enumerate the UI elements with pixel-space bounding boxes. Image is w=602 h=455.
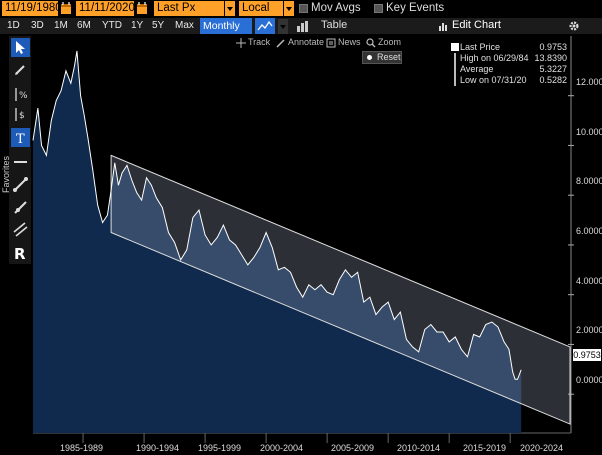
- svg-text:R: R: [14, 245, 26, 262]
- favorites-label[interactable]: Favorites: [1, 155, 11, 193]
- bar-chart-icon[interactable]: [296, 20, 310, 32]
- regression-channel: [110, 154, 571, 425]
- period-6m[interactable]: 6M: [77, 20, 91, 31]
- drawing-toolbar: [9, 36, 31, 264]
- legend-value: 0.5282: [539, 75, 567, 85]
- dollar-line-icon[interactable]: $: [11, 105, 30, 124]
- legend-label: Average: [460, 64, 494, 74]
- calendar-icon[interactable]: [60, 2, 72, 15]
- mov-avgs-label: Mov Avgs: [311, 2, 361, 14]
- zoom-button[interactable]: Zoom: [378, 37, 402, 47]
- annotate-button[interactable]: Annotate: [288, 37, 325, 47]
- x-tick-label: 2020-2024: [520, 443, 564, 453]
- low-marker-icon: [454, 75, 456, 86]
- chart-legend: Last Price 0.9753 High on 06/29/84 13.83…: [446, 40, 570, 92]
- period-max[interactable]: Max: [175, 20, 194, 31]
- chevron-down-icon[interactable]: [278, 19, 288, 34]
- period-ytd[interactable]: YTD: [102, 20, 122, 31]
- price-line: [32, 50, 522, 380]
- period-5y[interactable]: 5Y: [152, 20, 165, 31]
- legend-average: Average 5.3227: [446, 64, 570, 75]
- x-tick-label: 2010-2014: [397, 443, 441, 453]
- y-tick-label: 0.0000: [576, 375, 602, 385]
- legend-value: 0.9753: [539, 42, 567, 52]
- price-chart[interactable]: [0, 34, 602, 455]
- chevron-down-icon[interactable]: [225, 1, 235, 16]
- edit-chart-button[interactable]: Edit Chart: [452, 19, 501, 31]
- trend-line-icon[interactable]: [11, 175, 30, 194]
- y-tick-label: 12.0000: [576, 77, 602, 87]
- period-1m[interactable]: 1M: [54, 20, 68, 31]
- top-toolbar: 11/19/1980 11/11/2020 Last Px Local CCY …: [0, 0, 602, 29]
- y-tick-label: 10.0000: [576, 127, 602, 137]
- legend-high: High on 06/29/84 13.8390: [446, 53, 570, 64]
- x-tick-label: 2015-2019: [463, 443, 507, 453]
- ray-line-icon[interactable]: [11, 198, 30, 217]
- y-tick-label: 2.0000: [576, 325, 602, 335]
- pencil-icon[interactable]: [11, 60, 30, 79]
- period-1d[interactable]: 1D: [7, 20, 20, 31]
- chevron-down-icon[interactable]: [284, 1, 294, 16]
- legend-label: Last Price: [460, 42, 501, 52]
- calendar-icon[interactable]: [136, 2, 148, 15]
- last-price-swatch: [451, 43, 459, 51]
- average-marker-icon: [454, 64, 456, 75]
- legend-value: 5.3227: [539, 64, 567, 74]
- field-select[interactable]: Last Px: [154, 1, 224, 16]
- y-tick-label: 6.0000: [576, 226, 602, 236]
- gear-icon[interactable]: [568, 20, 580, 32]
- end-date-field[interactable]: 11/11/2020: [76, 1, 135, 16]
- reset-button[interactable]: Reset: [362, 51, 402, 64]
- line-chart-icon[interactable]: [255, 18, 275, 34]
- x-tick-label: 2005-2009: [331, 443, 375, 453]
- cursor-icon[interactable]: [11, 38, 30, 57]
- start-date-field[interactable]: 11/19/1980: [2, 1, 62, 16]
- period-3d[interactable]: 3D: [31, 20, 44, 31]
- text-tool-icon[interactable]: T: [11, 128, 30, 147]
- svg-text:%: %: [19, 91, 28, 101]
- legend-label: Low on 07/31/20: [460, 75, 527, 85]
- last-value-tag: 0.9753: [573, 349, 601, 361]
- y-tick-label: 8.0000: [576, 176, 602, 186]
- percent-line-icon[interactable]: %: [11, 85, 30, 104]
- channel-icon[interactable]: [11, 220, 30, 239]
- legend-low: Low on 07/31/20 0.5282: [446, 75, 570, 86]
- price-area: [33, 50, 522, 434]
- frequency-select[interactable]: Monthly ▼: [200, 18, 252, 48]
- key-events-label: Key Events: [386, 2, 445, 14]
- horizontal-line-icon[interactable]: [11, 152, 30, 171]
- chart-area[interactable]: [0, 34, 602, 455]
- key-events-checkbox[interactable]: [374, 4, 383, 13]
- table-button[interactable]: Table: [321, 19, 348, 31]
- news-button[interactable]: News: [338, 37, 361, 47]
- legend-value: 13.8390: [534, 53, 567, 63]
- period-toolbar: 1D 3D 1M 6M YTD 1Y 5Y Max Monthly ▼ Tabl…: [0, 18, 602, 48]
- x-tick-label: 1995-1999: [198, 443, 242, 453]
- svg-text:$: $: [19, 111, 25, 121]
- x-tick-label: 1985-1989: [60, 443, 104, 453]
- legend-last-price: Last Price 0.9753: [446, 42, 570, 53]
- ratio-tool-icon[interactable]: R: [11, 243, 30, 262]
- edit-chart-icon[interactable]: [438, 20, 450, 32]
- svg-text:T: T: [16, 132, 25, 147]
- legend-label: High on 06/29/84: [460, 53, 529, 63]
- currency-select[interactable]: Local CCY: [239, 1, 283, 29]
- y-tick-label: 4.0000: [576, 276, 602, 286]
- high-marker-icon: [454, 53, 456, 64]
- x-tick-label: 2000-2004: [260, 443, 304, 453]
- period-1y[interactable]: 1Y: [131, 20, 144, 31]
- track-button[interactable]: Track: [248, 37, 271, 47]
- mov-avgs-checkbox[interactable]: [299, 4, 308, 13]
- x-tick-label: 1990-1994: [136, 443, 180, 453]
